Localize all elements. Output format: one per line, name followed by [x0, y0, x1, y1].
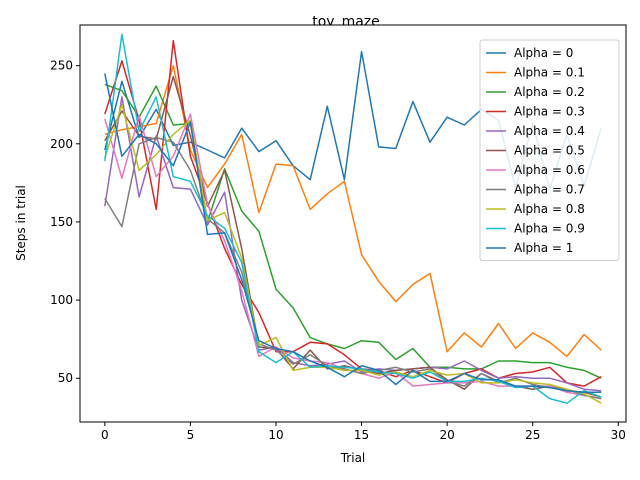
y-axis-label: Steps in trial: [14, 185, 28, 261]
series-line-9: [104, 33, 602, 404]
legend-label-6: Alpha = 0.6: [514, 163, 585, 177]
legend-label-5: Alpha = 0.5: [514, 144, 585, 158]
legend-label-2: Alpha = 0.2: [514, 85, 585, 99]
plot-frame: [79, 24, 627, 423]
legend-label-10: Alpha = 1: [514, 241, 573, 255]
series-line-3: [104, 39, 602, 387]
x-tick-label: 15: [354, 428, 369, 442]
x-axis: 0 5 10 15 20 25 30: [101, 422, 626, 442]
x-axis-label: Trial: [340, 451, 366, 465]
y-tick-label: 100: [50, 293, 73, 307]
y-tick-label: 50: [58, 371, 73, 385]
legend: Alpha = 0 Alpha = 0.1 Alpha = 0.2 Alpha = 0…: [479, 39, 620, 261]
x-tick-label: 5: [187, 428, 195, 442]
y-tick-label: 150: [50, 215, 73, 229]
x-tick-label: 30: [611, 428, 626, 442]
series-line-4: [104, 96, 602, 392]
x-tick-label: 20: [439, 428, 454, 442]
legend-label-8: Alpha = 0.8: [514, 202, 585, 216]
legend-label-9: Alpha = 0.9: [514, 222, 585, 236]
x-tick-label: 10: [268, 428, 283, 442]
legend-label-7: Alpha = 0.7: [514, 183, 585, 197]
x-tick-label: 0: [101, 428, 109, 442]
legend-label-1: Alpha = 0.1: [514, 66, 585, 80]
legend-box: [479, 39, 620, 261]
x-tick-label: 25: [525, 428, 540, 442]
legend-label-0: Alpha = 0: [514, 46, 573, 60]
legend-label-4: Alpha = 0.4: [514, 124, 585, 138]
y-tick-label: 200: [50, 137, 73, 151]
y-tick-label: 250: [50, 59, 73, 73]
legend-label-3: Alpha = 0.3: [514, 105, 585, 119]
y-axis: 50 100 150 200 250: [50, 59, 80, 385]
series-line-10: [104, 73, 602, 394]
